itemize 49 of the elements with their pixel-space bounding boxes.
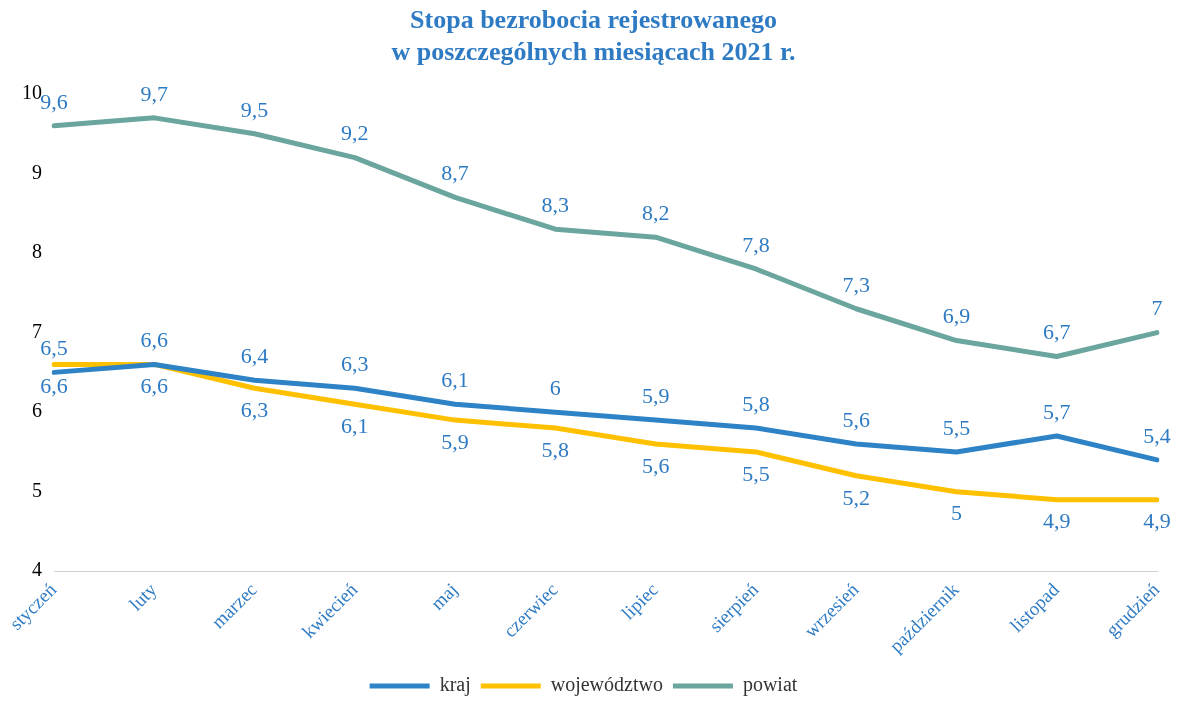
y-tick-label: 7 <box>32 319 42 342</box>
data-label: 5,7 <box>1042 398 1071 424</box>
data-label: 5,9 <box>641 382 670 408</box>
y-tick-label: 6 <box>32 399 42 422</box>
data-label: 6,6 <box>40 373 68 399</box>
data-label: 6,3 <box>240 397 269 423</box>
data-label: 4,9 <box>1143 508 1171 534</box>
legend-label: województwo <box>550 673 663 697</box>
y-tick-label: 4 <box>32 558 42 581</box>
data-label: 6,4 <box>240 343 269 369</box>
data-label: 5,8 <box>541 436 570 462</box>
x-tick-label: luty <box>124 578 161 615</box>
data-label: 5,5 <box>742 460 770 486</box>
legend-label: kraj <box>439 673 471 697</box>
data-label: 4,9 <box>1042 508 1071 534</box>
y-tick-label: 10 <box>22 81 42 104</box>
chart-title: Stopa bezrobocia rejestrowanego w poszczególnych miesiącach 2021 r. <box>390 4 797 68</box>
x-tick-label: maj <box>426 578 462 614</box>
data-label: 6,6 <box>140 327 169 353</box>
data-label: 7,3 <box>842 271 870 297</box>
data-label: 5,6 <box>641 452 670 478</box>
data-label: 8,2 <box>641 199 670 225</box>
data-label: 6,3 <box>341 351 369 377</box>
y-tick-label: 9 <box>32 160 42 183</box>
data-label: 7,8 <box>742 231 770 257</box>
data-label: 9,6 <box>40 88 68 114</box>
data-label: 5,2 <box>842 484 870 510</box>
data-label: 9,5 <box>240 96 269 122</box>
data-label: 5,4 <box>1143 422 1171 448</box>
data-label: 6,1 <box>341 412 369 438</box>
data-label: 8,7 <box>441 160 469 186</box>
data-label: 5,8 <box>742 390 770 416</box>
data-label: 5,5 <box>942 414 971 440</box>
legend-label: powiat <box>742 673 798 697</box>
data-label: 5 <box>950 500 962 526</box>
data-label: 6,5 <box>40 335 68 361</box>
data-label: 6 <box>549 374 561 400</box>
data-label: 6,7 <box>1042 319 1071 345</box>
y-tick-label: 8 <box>32 240 42 263</box>
data-label: 5,9 <box>441 428 469 454</box>
data-label: 7 <box>1151 295 1163 321</box>
data-label: 6,6 <box>140 373 169 399</box>
data-label: 6,9 <box>942 303 971 329</box>
data-label: 9,7 <box>140 80 169 106</box>
y-tick-label: 5 <box>32 478 42 501</box>
data-label: 9,2 <box>341 120 369 146</box>
data-label: 8,3 <box>541 191 570 217</box>
data-label: 5,6 <box>842 406 870 432</box>
data-label: 6,1 <box>441 366 469 392</box>
